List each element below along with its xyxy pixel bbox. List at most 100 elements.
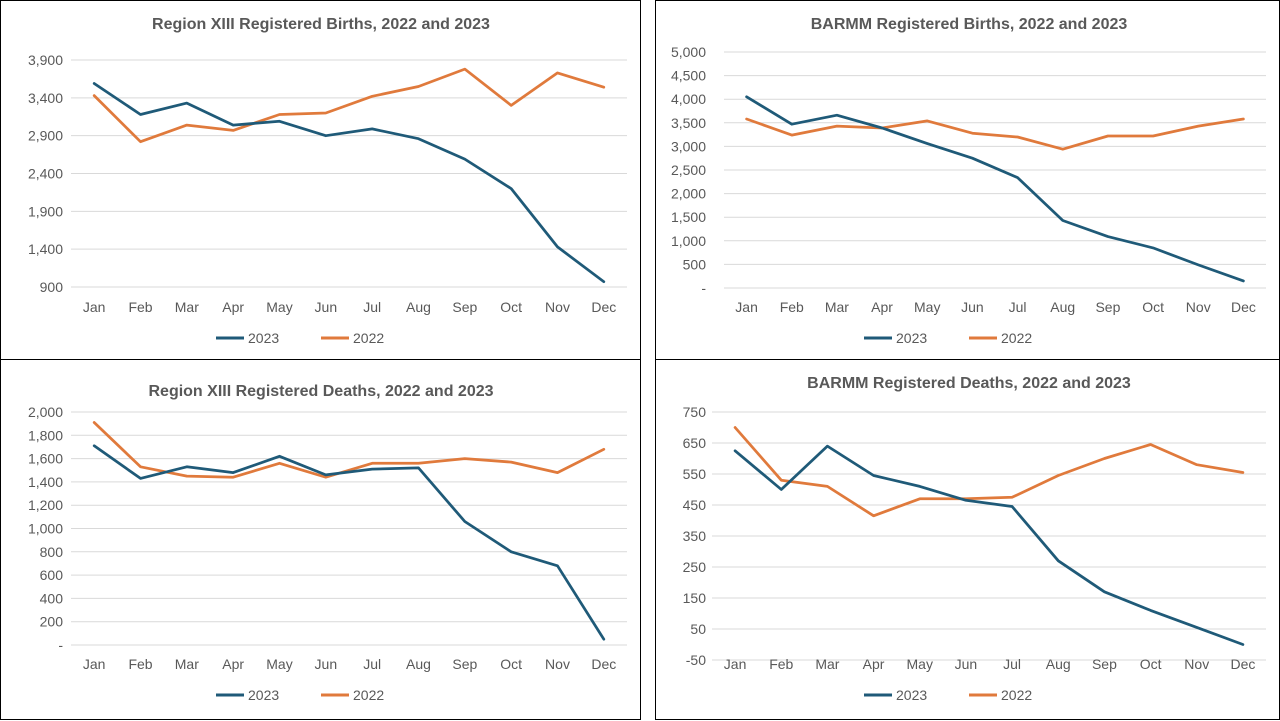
y-tick-label: 1,400 [28,474,63,490]
series-line-2022 [92,421,606,479]
y-tick-label: 1,400 [28,241,63,257]
x-tick-label: Apr [222,299,244,315]
x-tick-label: Apr [863,656,885,672]
y-tick-label: 400 [40,590,64,606]
x-tick-label: Jul [1003,656,1021,672]
y-tick-label: 800 [40,544,64,560]
x-tick-label: Sep [452,656,477,672]
y-tick-label: 1,000 [28,521,63,537]
x-tick-label: Oct [500,656,522,672]
chart-svg: BARMM Registered Births, 2022 and 2023 - 5… [671,16,1266,346]
chart-title: BARMM Registered Births, 2022 and 2023 [811,16,1128,33]
series-line-2023 [745,95,1245,283]
y-tick-label: 1,500 [671,209,706,225]
chart-svg: BARMM Registered Deaths, 2022 and 2023 -5… [683,375,1266,703]
barmm-births-chart: BARMM Registered Births, 2022 and 2023 - 5… [655,0,1280,360]
x-tick-label: Aug [406,299,431,315]
legend-label-2023: 2023 [248,330,279,346]
y-tick-label: 550 [683,466,707,482]
y-tick-label: 600 [40,567,64,583]
y-tick-label: - [58,637,63,653]
x-tick-label: Feb [128,299,152,315]
x-tick-label: Nov [545,656,570,672]
x-tick-label: Jan [83,299,106,315]
x-tick-label: Sep [452,299,477,315]
series-line-2023 [92,444,606,641]
y-tick-label: 1,600 [28,451,63,467]
x-tick-label: Jul [1009,299,1027,315]
y-tick-label: 150 [683,590,707,606]
y-tick-label: 4,500 [671,68,706,84]
legend-label-2022: 2022 [353,687,384,703]
y-tick-label: 5,000 [671,44,706,60]
y-tick-label: 2,000 [28,404,63,420]
x-tick-label: Oct [1140,656,1162,672]
x-tick-label: Jun [315,299,338,315]
x-tick-label: May [914,299,940,315]
y-tick-label: 2,900 [28,128,63,144]
x-tick-label: May [266,299,292,315]
chart-title: Region XIII Registered Deaths, 2022 and … [148,383,493,400]
y-tick-label: 3,500 [671,115,706,131]
x-tick-label: Feb [128,656,152,672]
series-line-2022 [733,426,1245,518]
x-tick-label: Jan [724,656,747,672]
chart-svg: Region XIII Registered Deaths, 2022 and … [28,383,627,703]
x-tick-label: Apr [222,656,244,672]
x-tick-label: Mar [175,656,199,672]
x-tick-label: May [266,656,292,672]
chart-title: Region XIII Registered Births, 2022 and … [152,16,490,33]
x-tick-label: Mar [815,656,839,672]
y-tick-label: 350 [683,528,707,544]
y-tick-label: 3,000 [671,138,706,154]
y-tick-label: 1,000 [671,233,706,249]
y-tick-label: 1,200 [28,497,63,513]
x-tick-label: Dec [591,656,616,672]
y-tick-label: 2,000 [671,186,706,202]
y-tick-label: 900 [40,279,64,295]
region-xiii-deaths-chart: Region XIII Registered Deaths, 2022 and … [0,359,641,720]
y-tick-label: -50 [686,652,706,668]
x-tick-label: Aug [1046,656,1071,672]
legend-label-2023: 2023 [248,687,279,703]
legend-label-2022: 2022 [1001,330,1032,346]
series-line-2023 [92,82,606,284]
x-tick-label: Sep [1092,656,1117,672]
x-tick-label: Jun [955,656,978,672]
y-tick-label: 4,000 [671,91,706,107]
y-tick-label: 50 [690,621,706,637]
x-tick-label: Jun [961,299,984,315]
y-tick-label: 1,900 [28,203,63,219]
x-tick-label: Jan [83,656,106,672]
x-tick-label: Apr [871,299,893,315]
x-tick-label: Aug [1050,299,1075,315]
series-line-2022 [745,117,1245,151]
x-tick-label: Oct [1142,299,1164,315]
x-tick-label: Dec [1231,299,1256,315]
x-tick-label: Mar [825,299,849,315]
y-tick-label: 750 [683,404,707,420]
x-tick-label: Feb [769,656,793,672]
y-tick-label: 650 [683,435,707,451]
chart-svg: Region XIII Registered Births, 2022 and … [28,16,627,346]
x-tick-label: Aug [406,656,431,672]
x-tick-label: Nov [1184,656,1209,672]
y-tick-label: 450 [683,497,707,513]
y-tick-label: 2,500 [671,162,706,178]
y-tick-label: 500 [683,256,707,272]
legend-label-2023: 2023 [896,687,927,703]
y-tick-label: - [701,280,706,296]
x-tick-label: Jul [363,656,381,672]
region-xiii-births-chart: Region XIII Registered Births, 2022 and … [0,0,641,360]
series-line-2023 [733,444,1245,646]
x-tick-label: Jun [315,656,338,672]
chart-title: BARMM Registered Deaths, 2022 and 2023 [807,375,1131,392]
x-tick-label: Jan [735,299,758,315]
y-tick-label: 250 [683,559,707,575]
x-tick-label: Dec [591,299,616,315]
y-tick-label: 3,400 [28,90,63,106]
x-tick-label: Nov [545,299,570,315]
legend-label-2023: 2023 [896,330,927,346]
x-tick-label: Oct [500,299,522,315]
x-tick-label: Feb [780,299,804,315]
